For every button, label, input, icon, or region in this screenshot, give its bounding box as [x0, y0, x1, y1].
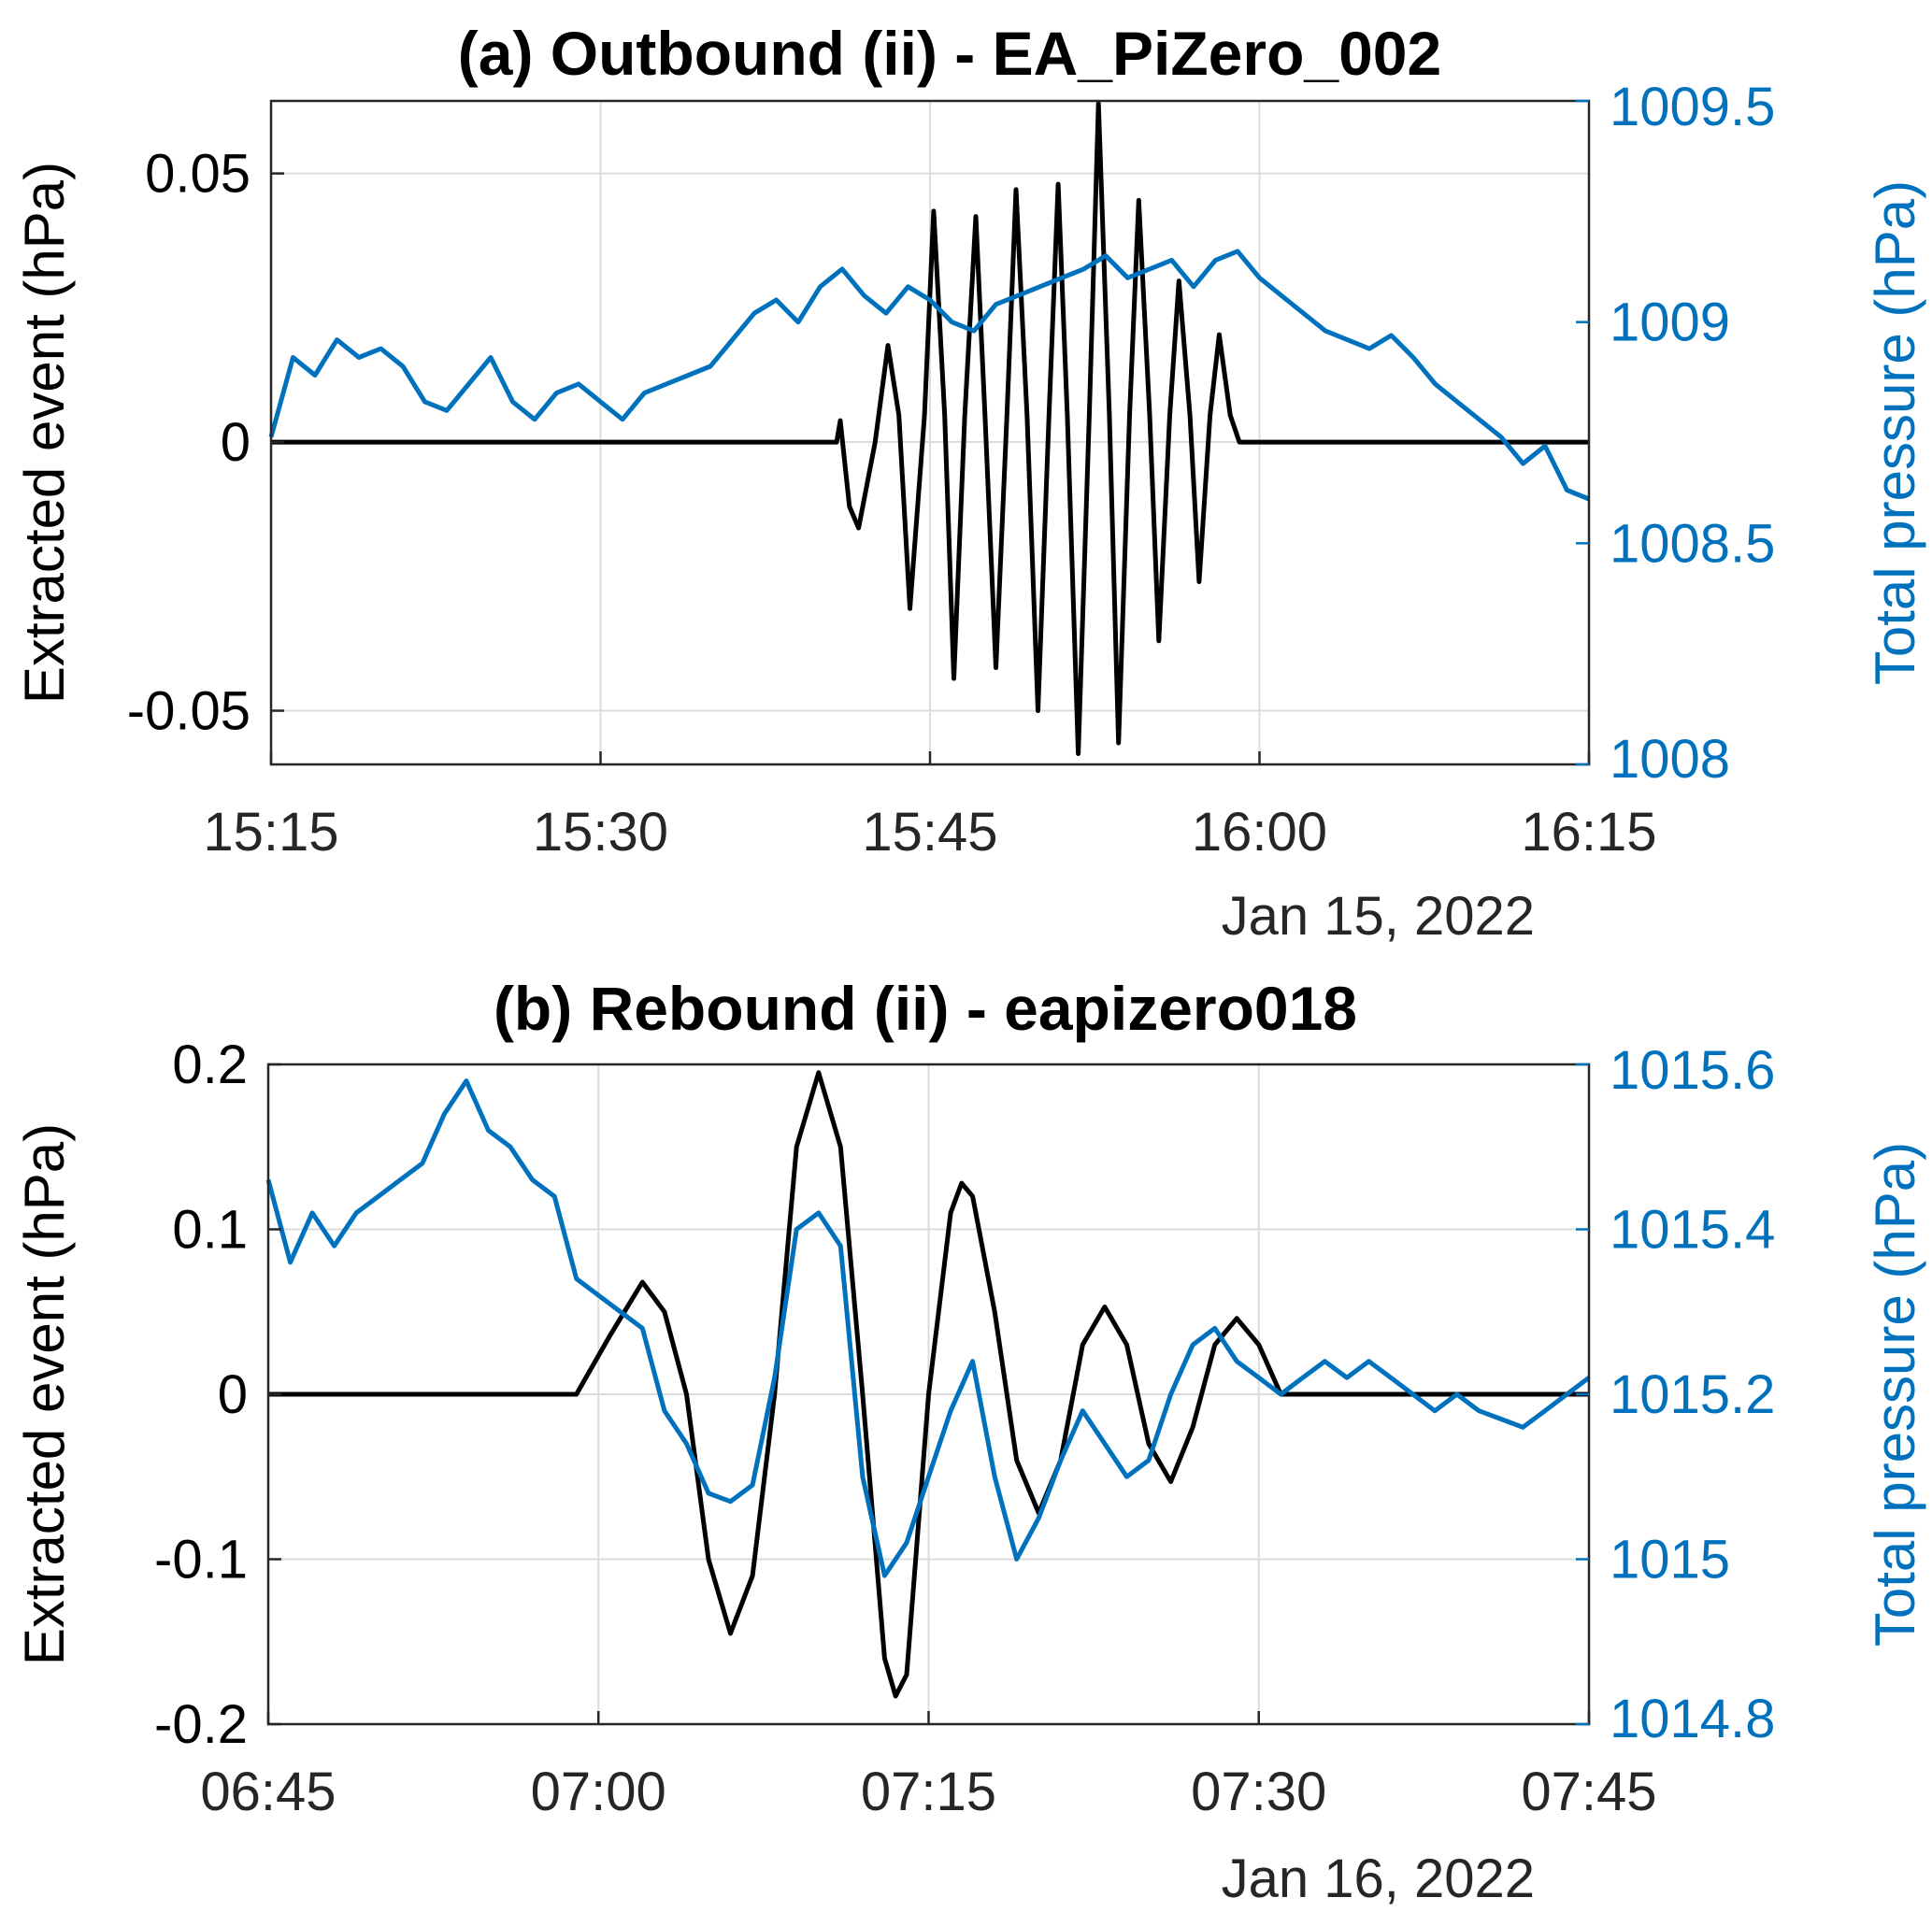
- panel-b-title: (b) Rebound (ii) - eapizero018: [494, 974, 1357, 1043]
- extracted-event-line: [271, 101, 1589, 756]
- panel-a-title: (a) Outbound (ii) - EA_PiZero_002: [458, 19, 1441, 88]
- x-tick-label: 07:00: [531, 1762, 666, 1822]
- total-pressure-line: [265, 1078, 1591, 1578]
- panel-a-right-ylabel: Total pressure (hPa): [1864, 180, 1926, 685]
- y-left-tick-label: 0.2: [172, 1034, 248, 1095]
- panel-b-date-label: Jan 16, 2022: [1222, 1848, 1535, 1909]
- y-right-tick-label: 1009.5: [1610, 77, 1775, 137]
- x-tick-label: 16:00: [1192, 802, 1327, 863]
- x-tick-label: 15:15: [203, 802, 338, 863]
- panel-a-date-label: Jan 15, 2022: [1222, 886, 1535, 947]
- x-tick-label: 06:45: [200, 1762, 336, 1822]
- panel-b-left-ylabel: Extracted event (hPa): [13, 1123, 76, 1665]
- y-right-tick-label: 1009: [1610, 292, 1730, 353]
- y-right-tick-label: 1008: [1610, 729, 1730, 790]
- y-right-tick-label: 1015: [1610, 1530, 1730, 1591]
- y-right-tick-label: 1008.5: [1610, 513, 1775, 574]
- panel-a: (a) Outbound (ii) - EA_PiZero_002 15:15 1…: [13, 19, 1926, 947]
- x-tick-label: 15:30: [533, 802, 668, 863]
- panel-a-left-ylabel: Extracted event (hPa): [13, 162, 76, 704]
- extracted-event-line: [268, 1070, 1589, 1699]
- x-tick-label: 16:15: [1521, 802, 1656, 863]
- y-left-tick-label: 0.1: [172, 1200, 248, 1261]
- y-right-tick-label: 1015.4: [1610, 1200, 1775, 1261]
- y-right-tick-label: 1014.8: [1610, 1689, 1775, 1749]
- y-left-tick-label: 0: [221, 412, 250, 473]
- y-left-tick-label: 0: [218, 1364, 248, 1425]
- x-tick-label: 07:45: [1521, 1762, 1656, 1822]
- y-left-tick-label: 0.05: [145, 144, 250, 205]
- panel-b-right-ylabel: Total pressure (hPa): [1864, 1142, 1926, 1647]
- total-pressure-line: [268, 249, 1590, 502]
- panel-b: (b) Rebound (ii) - eapizero018 06:45 07:0…: [13, 974, 1926, 1909]
- x-tick-label: 07:30: [1191, 1762, 1326, 1822]
- y-left-tick-label: -0.1: [154, 1530, 248, 1591]
- y-right-tick-label: 1015.6: [1610, 1040, 1775, 1101]
- x-tick-label: 07:15: [861, 1762, 996, 1822]
- y-right-tick-label: 1015.2: [1610, 1364, 1775, 1425]
- x-tick-label: 15:45: [862, 802, 997, 863]
- y-left-tick-label: -0.05: [127, 681, 250, 742]
- y-left-tick-label: -0.2: [154, 1694, 248, 1755]
